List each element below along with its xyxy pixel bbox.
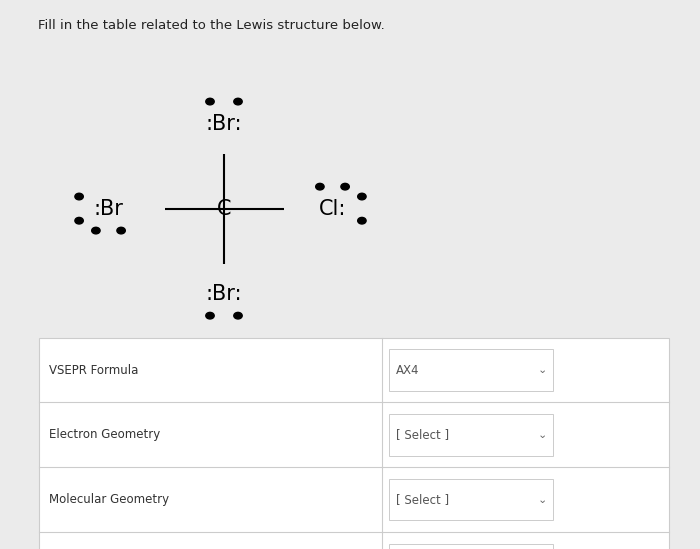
Circle shape: [234, 98, 242, 105]
Circle shape: [206, 98, 214, 105]
Text: :Br: :Br: [94, 199, 123, 219]
Circle shape: [206, 312, 214, 319]
Text: AX4: AX4: [395, 363, 419, 377]
FancyBboxPatch shape: [389, 544, 553, 549]
Circle shape: [234, 312, 242, 319]
Circle shape: [75, 217, 83, 224]
FancyBboxPatch shape: [38, 338, 668, 549]
Text: Cl:: Cl:: [318, 199, 346, 219]
Text: ⌄: ⌄: [538, 365, 547, 375]
Text: Molecular Geometry: Molecular Geometry: [49, 493, 169, 506]
Circle shape: [117, 227, 125, 234]
Text: [ Select ]: [ Select ]: [395, 493, 449, 506]
Circle shape: [92, 227, 100, 234]
Circle shape: [316, 183, 324, 190]
FancyBboxPatch shape: [389, 349, 553, 391]
Text: :Br:: :Br:: [206, 114, 242, 133]
FancyBboxPatch shape: [389, 414, 553, 456]
Circle shape: [75, 193, 83, 200]
Text: C: C: [217, 199, 231, 219]
Text: [ Select ]: [ Select ]: [395, 428, 449, 441]
Text: ⌄: ⌄: [538, 495, 547, 505]
Text: ⌄: ⌄: [538, 430, 547, 440]
FancyBboxPatch shape: [389, 479, 553, 520]
Text: :Br:: :Br:: [206, 284, 242, 304]
Text: Electron Geometry: Electron Geometry: [49, 428, 160, 441]
Text: Fill in the table related to the Lewis structure below.: Fill in the table related to the Lewis s…: [38, 19, 385, 32]
Text: VSEPR Formula: VSEPR Formula: [49, 363, 139, 377]
Circle shape: [358, 193, 366, 200]
Circle shape: [358, 217, 366, 224]
Circle shape: [341, 183, 349, 190]
